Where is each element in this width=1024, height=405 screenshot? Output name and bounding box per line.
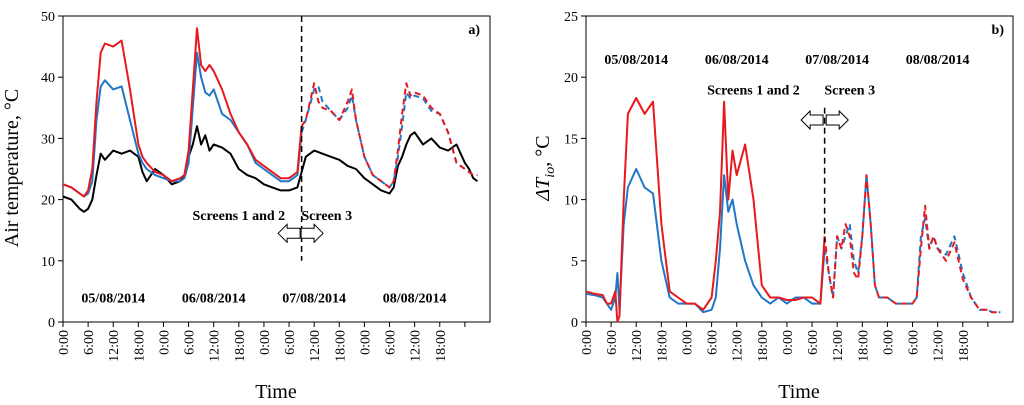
b-arrow-right-icon <box>825 109 849 131</box>
panel-b-y-axis-title-unit: , °C <box>532 135 554 166</box>
a-date-label: 07/08/2014 <box>282 292 346 307</box>
b-arrow-left-icon <box>800 109 824 131</box>
a-arrow-right-icon <box>300 223 324 244</box>
a-y-tick-label: 10 <box>41 255 55 270</box>
a-x-tick-label: 6:00 <box>183 330 198 355</box>
b-x-tick-label: 0:00 <box>580 330 595 355</box>
a-x-tick-label: 0:00 <box>57 330 72 355</box>
a-series-outside-black-line <box>63 125 478 213</box>
a-x-tick-label: 18:00 <box>333 330 348 362</box>
a-x-tick-label: 12:00 <box>208 330 223 362</box>
b-y-tick-label: 20 <box>564 71 578 86</box>
a-y-tick-label: 0 <box>48 316 55 331</box>
b-x-tick-label: 12:00 <box>932 330 947 362</box>
a-x-tick-label: 12:00 <box>308 330 323 362</box>
panel-a-x-axis: 0:00 6:00 12:00 18:00 0:00 6:00 12:00 18:00 0:00… <box>57 322 466 362</box>
panel-b-annotations: 05/08/2014 06/08/2014 07/08/2014 08/08/2014… <box>604 53 970 131</box>
b-x-tick-label: 18:00 <box>957 330 972 362</box>
b-x-tick-label: 12:00 <box>731 330 746 362</box>
panel-b-x-axis-title: Time <box>778 381 820 403</box>
a-x-tick-label: 6:00 <box>384 330 399 355</box>
b-date-label: 06/08/2014 <box>705 53 769 68</box>
a-date-label: 06/08/2014 <box>182 292 246 307</box>
b-x-tick-label: 0:00 <box>881 330 896 355</box>
a-x-tick-label: 12:00 <box>409 330 424 362</box>
panel-a-frame <box>62 15 491 323</box>
b-date-label: 05/08/2014 <box>604 53 668 68</box>
panel-b-y-axis: 0 5 10 15 20 25 <box>564 10 586 331</box>
a-series-screens-red-dashed-line <box>300 82 478 189</box>
panel-b-y-axis-title-main: ΔT <box>532 176 554 202</box>
b-x-tick-label: 6:00 <box>907 330 922 355</box>
panel-b-chart: 0 5 10 15 20 25 0:00 6:00 12:00 18:00 0:00 6:00 12:… <box>532 10 1014 403</box>
panel-a-x-axis-title: Time <box>255 381 297 403</box>
panel-a-annotations: 05/08/2014 06/08/2014 07/08/2014 08/08/2014… <box>81 209 446 307</box>
panel-b-x-axis: 0:00 6:00 12:00 18:00 0:00 6:00 12:00 18:00 0:00… <box>580 322 989 362</box>
a-series-screens-blue-line <box>63 51 303 198</box>
panel-a-y-axis-title: Air temperature, °C <box>1 89 23 248</box>
b-date-label: 08/08/2014 <box>906 53 970 68</box>
b-y-tick-label: 25 <box>564 10 578 25</box>
b-y-tick-label: 10 <box>564 194 578 209</box>
b-x-tick-label: 18:00 <box>655 330 670 362</box>
a-x-tick-label: 0:00 <box>157 330 172 355</box>
b-x-tick-label: 6:00 <box>605 330 620 355</box>
a-date-label: 05/08/2014 <box>81 292 145 307</box>
a-series-screens-blue-dashed-line <box>300 85 478 189</box>
a-x-tick-label: 6:00 <box>82 330 97 355</box>
a-y-tick-label: 30 <box>41 132 55 147</box>
panel-b-y-axis-title: ΔTio, °C <box>532 135 558 201</box>
b-screen-annotation: Screens 1 and 2 <box>707 83 800 98</box>
a-screen-annotation: Screen 3 <box>301 209 352 224</box>
panel-b-label: b) <box>992 23 1005 38</box>
b-x-tick-label: 0:00 <box>781 330 796 355</box>
a-series-screens-red-line <box>63 27 303 198</box>
a-x-tick-label: 0:00 <box>258 330 273 355</box>
a-date-label: 08/08/2014 <box>383 292 447 307</box>
a-screen-annotation: Screens 1 and 2 <box>192 209 285 224</box>
panel-a-chart: 0 10 20 30 40 50 0:00 6:00 12:00 18:00 0:00 6:00 12… <box>1 10 491 403</box>
b-x-tick-label: 6:00 <box>806 330 821 355</box>
a-x-tick-label: 18:00 <box>434 330 449 362</box>
b-x-tick-label: 12:00 <box>831 330 846 362</box>
panel-a-label: a) <box>468 23 480 38</box>
b-x-tick-label: 18:00 <box>856 330 871 362</box>
b-x-tick-label: 0:00 <box>680 330 695 355</box>
b-y-tick-label: 5 <box>571 255 578 270</box>
a-y-tick-label: 50 <box>41 10 55 25</box>
b-series-screens-red-dashed-line <box>823 174 1001 314</box>
b-y-tick-label: 15 <box>564 132 578 147</box>
a-x-tick-label: 12:00 <box>107 330 122 362</box>
a-y-tick-label: 20 <box>41 194 55 209</box>
b-series-screens-blue-dashed-line <box>823 174 1001 314</box>
b-x-tick-label: 6:00 <box>706 330 721 355</box>
a-x-tick-label: 18:00 <box>233 330 248 362</box>
b-date-label: 07/08/2014 <box>805 53 869 68</box>
a-arrow-left-icon <box>277 223 301 244</box>
panel-a-y-axis: 0 10 20 30 40 50 <box>41 10 63 331</box>
b-x-tick-label: 18:00 <box>756 330 771 362</box>
panel-b-y-axis-title-sub: io <box>543 167 558 178</box>
b-x-tick-label: 12:00 <box>630 330 645 362</box>
b-series-screens-red-line <box>586 97 826 322</box>
b-screen-annotation: Screen 3 <box>824 83 875 98</box>
a-x-tick-label: 18:00 <box>132 330 147 362</box>
panel-b-frame <box>585 15 1014 323</box>
a-y-tick-label: 40 <box>41 71 55 86</box>
a-x-tick-label: 6:00 <box>283 330 298 355</box>
panel-a-series-group <box>63 27 478 213</box>
b-y-tick-label: 0 <box>571 316 578 331</box>
panel-b-series-group <box>586 97 1001 322</box>
a-x-tick-label: 0:00 <box>358 330 373 355</box>
